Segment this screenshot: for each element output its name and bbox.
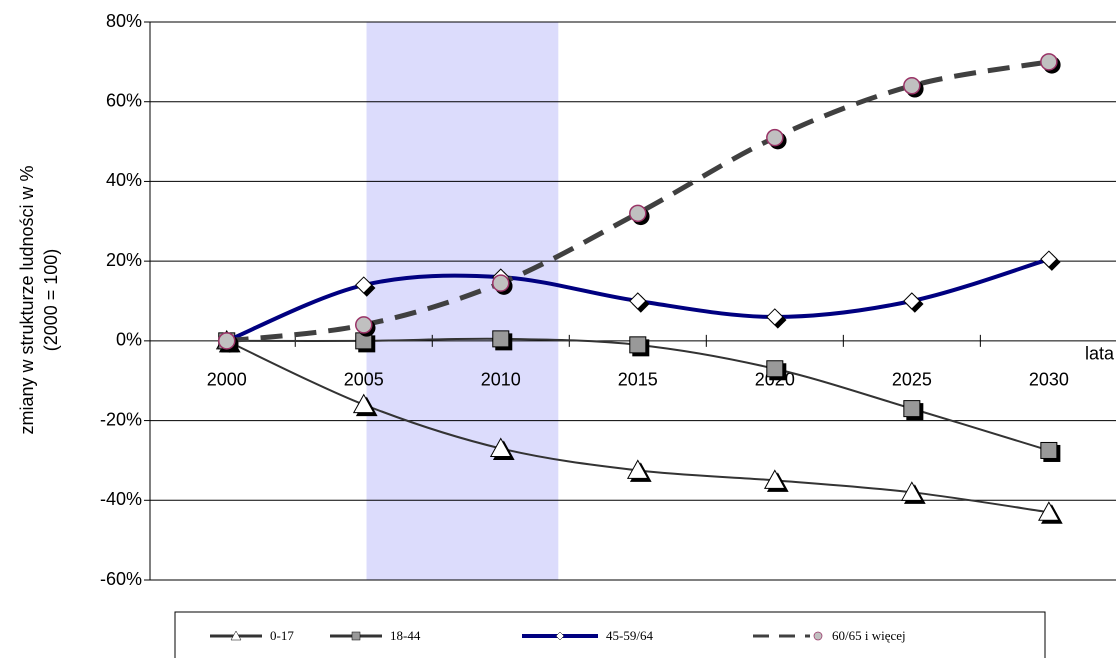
y-tick-label: -60% xyxy=(100,569,142,589)
marker xyxy=(355,276,373,294)
highlight-band xyxy=(366,22,559,580)
marker xyxy=(492,274,510,292)
y-label-line: zmiany w strukturze ludności w % xyxy=(17,165,37,434)
x-tick-label: 2010 xyxy=(481,370,521,390)
marker xyxy=(1038,501,1060,521)
legend-label: 60/65 i więcej xyxy=(832,628,906,643)
marker xyxy=(903,292,921,310)
marker xyxy=(629,336,647,354)
legend-label: 45-59/64 xyxy=(606,628,653,643)
marker xyxy=(903,77,921,95)
y-tick-label: 0% xyxy=(116,330,142,350)
marker xyxy=(355,316,373,334)
x-tick-label: 2025 xyxy=(892,370,932,390)
y-tick-label: 60% xyxy=(106,90,142,110)
marker xyxy=(629,204,647,223)
marker xyxy=(766,308,784,326)
marker xyxy=(489,437,512,457)
x-tick-label: 2000 xyxy=(207,370,247,390)
series-line xyxy=(226,339,1050,514)
marker xyxy=(766,360,784,378)
marker xyxy=(903,400,921,418)
marker xyxy=(900,481,923,501)
marker xyxy=(1040,53,1058,71)
y-tick-label: -20% xyxy=(100,409,142,429)
legend-item: 60/65 i więcej xyxy=(753,628,906,643)
legend-item: 18-44 xyxy=(330,628,421,643)
y-tick-label: 20% xyxy=(106,250,142,270)
marker xyxy=(763,469,786,489)
legend-item: 0-17 xyxy=(210,628,294,643)
marker xyxy=(217,332,236,350)
marker xyxy=(492,330,510,348)
y-label-line: (2000 = 100) xyxy=(41,249,61,352)
legend-marker xyxy=(813,631,823,641)
y-tick-label: 40% xyxy=(106,170,142,190)
legend-marker xyxy=(351,631,361,641)
x-tick-label: 2015 xyxy=(618,370,658,390)
legend-item: 45-59/64 xyxy=(522,628,653,643)
marker xyxy=(1040,441,1058,459)
marker xyxy=(766,128,784,147)
marker xyxy=(1040,250,1058,268)
legend-marker xyxy=(555,631,565,641)
marker xyxy=(626,459,649,479)
y-tick-label: 80% xyxy=(106,11,142,31)
legend-label: 0-17 xyxy=(270,628,294,643)
legend-label: 18-44 xyxy=(390,628,421,643)
legend-box xyxy=(174,611,1046,658)
y-tick-label: -40% xyxy=(100,489,142,509)
x-axis-title: lata xyxy=(1085,344,1115,364)
x-tick-label: 2005 xyxy=(344,370,384,390)
x-tick-label: 2030 xyxy=(1029,370,1069,390)
marker xyxy=(629,292,647,310)
y-axis-title: zmiany w strukturze ludności w % (2000 =… xyxy=(17,165,61,434)
legend-marker xyxy=(230,630,242,641)
marker xyxy=(352,393,375,414)
